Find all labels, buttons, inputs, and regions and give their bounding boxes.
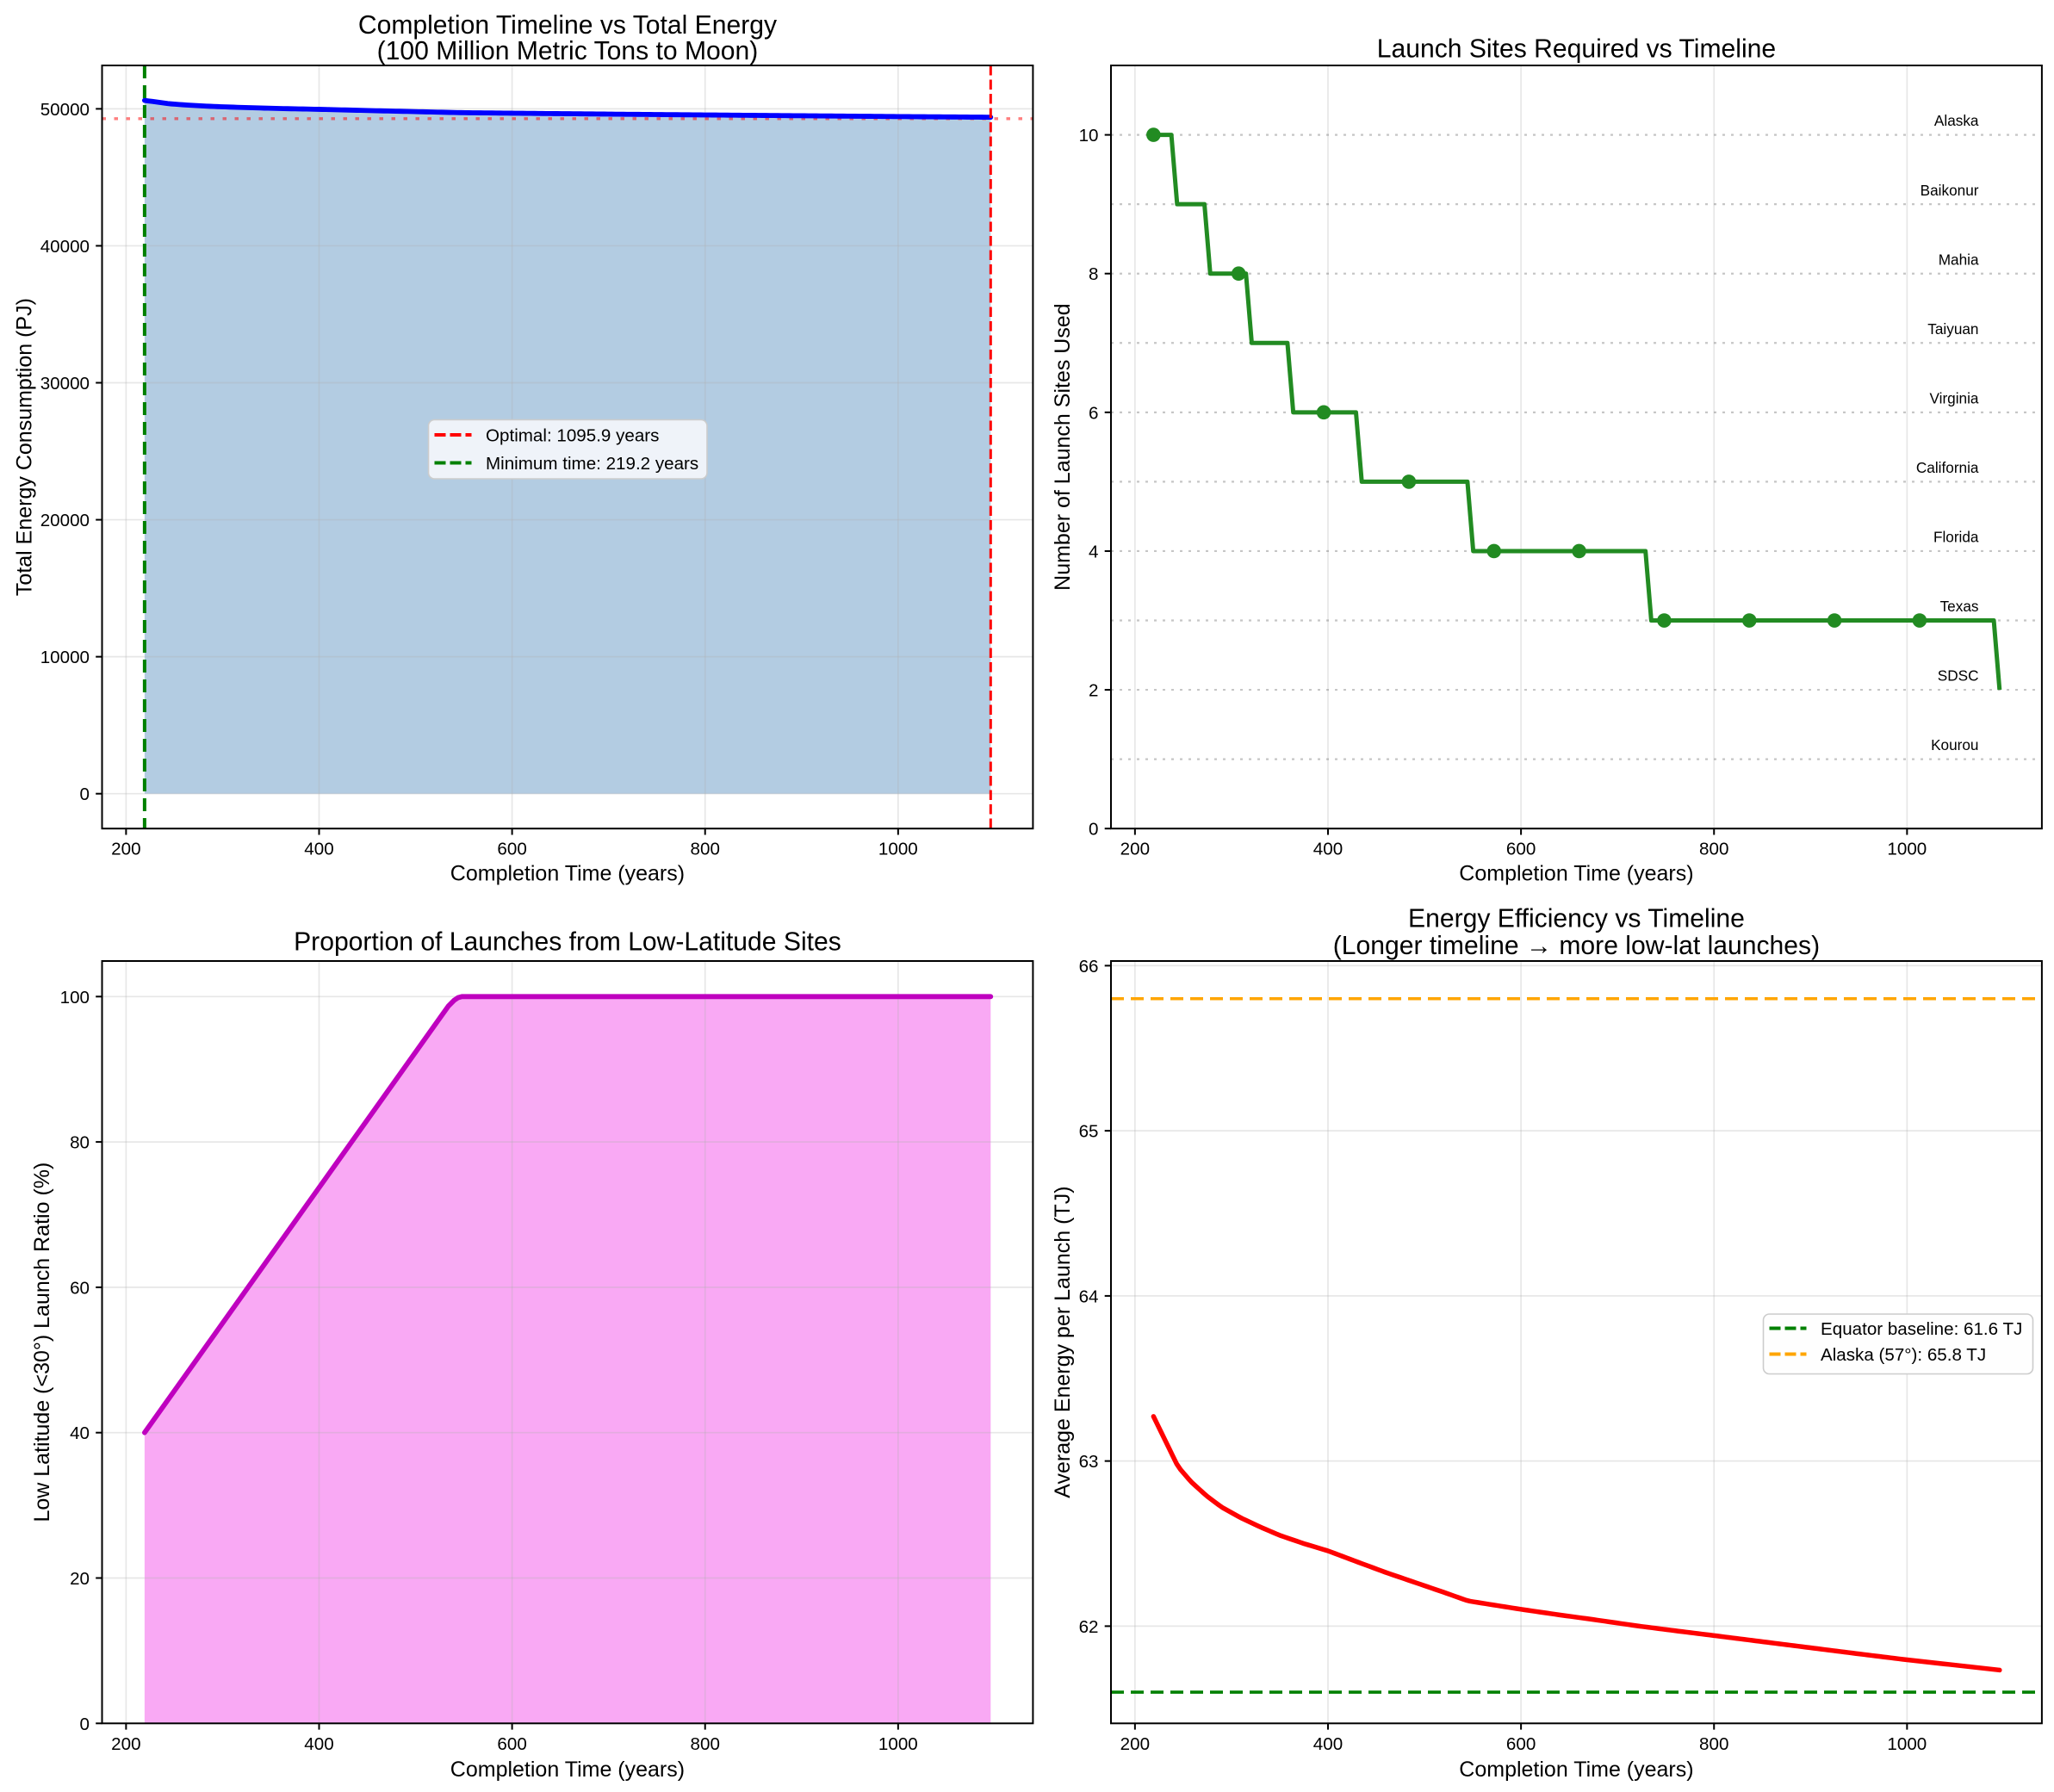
svg-text:400: 400 (304, 840, 333, 859)
svg-text:600: 600 (497, 840, 526, 859)
svg-text:Completion Time (years): Completion Time (years) (1459, 1758, 1693, 1782)
svg-text:600: 600 (1506, 1734, 1536, 1754)
svg-text:600: 600 (1506, 840, 1536, 859)
svg-text:800: 800 (1699, 840, 1728, 859)
svg-text:Minimum time: 219.2 years: Minimum time: 219.2 years (486, 454, 698, 474)
svg-text:0: 0 (80, 1714, 90, 1734)
svg-text:64: 64 (1079, 1287, 1099, 1306)
svg-text:20: 20 (70, 1569, 90, 1589)
svg-text:40: 40 (70, 1423, 90, 1443)
svg-text:Alaska (57°): 65.8 TJ: Alaska (57°): 65.8 TJ (1821, 1345, 1986, 1365)
svg-text:200: 200 (111, 1734, 140, 1754)
svg-text:Low Latitude (<30°) Launch Rat: Low Latitude (<30°) Launch Ratio (%) (30, 1163, 54, 1522)
svg-text:1000: 1000 (878, 1734, 918, 1754)
svg-text:65: 65 (1079, 1122, 1099, 1142)
svg-text:Completion Time (years): Completion Time (years) (1459, 862, 1693, 886)
svg-text:Texas: Texas (1940, 598, 1979, 615)
svg-text:200: 200 (1120, 1734, 1150, 1754)
svg-text:0: 0 (1089, 820, 1098, 840)
svg-text:Mahia: Mahia (1939, 251, 1979, 268)
svg-text:Number of Launch Sites Used: Number of Launch Sites Used (1051, 303, 1075, 591)
svg-text:600: 600 (497, 1734, 526, 1754)
svg-text:1000: 1000 (878, 840, 918, 859)
svg-text:(Longer timeline → more low-la: (Longer timeline → more low-lat launches… (1333, 932, 1820, 960)
svg-text:Average Energy per Launch (TJ): Average Energy per Launch (TJ) (1051, 1186, 1075, 1497)
svg-text:400: 400 (1313, 840, 1343, 859)
svg-text:30000: 30000 (40, 374, 90, 394)
svg-text:Launch Sites Required vs Timel: Launch Sites Required vs Timeline (1377, 35, 1776, 64)
svg-text:Virginia: Virginia (1929, 389, 1978, 406)
svg-text:Equator baseline: 61.6 TJ: Equator baseline: 61.6 TJ (1821, 1319, 2022, 1339)
svg-text:66: 66 (1079, 957, 1099, 977)
svg-text:200: 200 (1120, 840, 1150, 859)
svg-text:Proportion of Launches from Lo: Proportion of Launches from Low-Latitude… (294, 928, 841, 957)
svg-text:Kourou: Kourou (1931, 736, 1978, 753)
svg-text:800: 800 (691, 1734, 720, 1754)
svg-text:20000: 20000 (40, 511, 90, 530)
svg-text:0: 0 (80, 784, 90, 804)
svg-text:(100 Million Metric Tons to Mo: (100 Million Metric Tons to Moon) (377, 37, 759, 65)
svg-text:800: 800 (691, 840, 720, 859)
svg-text:Alaska: Alaska (1934, 112, 1979, 129)
svg-text:Total Energy Consumption (PJ): Total Energy Consumption (PJ) (13, 298, 37, 596)
svg-text:SDSC: SDSC (1938, 667, 1979, 685)
svg-text:Baikonur: Baikonur (1921, 182, 1979, 199)
svg-text:2: 2 (1089, 681, 1098, 701)
svg-text:1000: 1000 (1887, 1734, 1927, 1754)
svg-text:Energy Efficiency vs Timeline: Energy Efficiency vs Timeline (1408, 905, 1745, 933)
svg-text:40000: 40000 (40, 237, 90, 257)
svg-text:200: 200 (111, 840, 140, 859)
svg-text:6: 6 (1089, 403, 1098, 423)
svg-text:63: 63 (1079, 1452, 1099, 1472)
svg-text:62: 62 (1079, 1617, 1099, 1637)
svg-text:4: 4 (1089, 542, 1098, 561)
svg-text:800: 800 (1699, 1734, 1728, 1754)
svg-text:400: 400 (1313, 1734, 1343, 1754)
svg-text:50000: 50000 (40, 100, 90, 120)
svg-text:California: California (1916, 459, 1979, 476)
svg-text:Completion Timeline vs Total E: Completion Timeline vs Total Energy (358, 11, 777, 40)
svg-text:Florida: Florida (1933, 529, 1979, 546)
svg-text:80: 80 (70, 1133, 90, 1153)
svg-text:10: 10 (1079, 126, 1099, 146)
svg-text:400: 400 (304, 1734, 333, 1754)
svg-text:Optimal: 1095.9 years: Optimal: 1095.9 years (486, 425, 659, 445)
svg-text:Taiyuan: Taiyuan (1927, 320, 1978, 338)
svg-text:1000: 1000 (1887, 840, 1927, 859)
svg-text:Completion Time (years): Completion Time (years) (450, 1758, 685, 1782)
svg-text:100: 100 (60, 988, 90, 1008)
svg-text:10000: 10000 (40, 648, 90, 667)
svg-text:Completion Time (years): Completion Time (years) (450, 862, 685, 886)
svg-text:60: 60 (70, 1278, 90, 1298)
svg-text:8: 8 (1089, 264, 1098, 284)
